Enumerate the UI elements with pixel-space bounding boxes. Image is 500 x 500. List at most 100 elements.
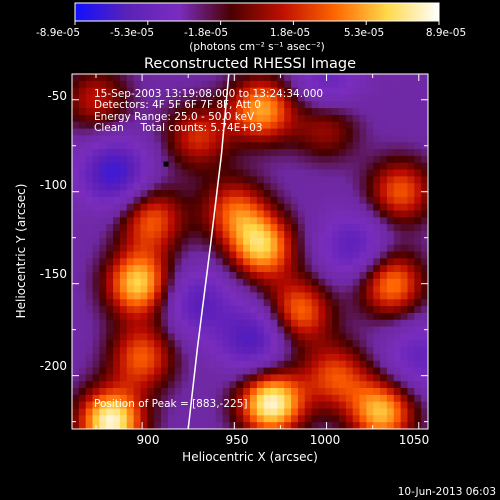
heatmap-cell [106, 224, 114, 232]
heatmap-cell [113, 388, 121, 396]
heatmap-cell [208, 80, 217, 89]
heatmap-cell [414, 183, 422, 191]
heatmap-cell [72, 121, 80, 130]
heatmap-cell [106, 271, 114, 280]
heatmap-cell [366, 121, 374, 130]
heatmap-cell [407, 401, 415, 410]
heatmap-cell [366, 74, 374, 82]
heatmap-cell [359, 312, 367, 321]
heatmap-cell [161, 388, 169, 396]
heatmap-cell [140, 381, 148, 389]
heatmap-cell [174, 265, 183, 273]
heatmap-cell [188, 142, 196, 150]
heatmap-cell [297, 128, 306, 137]
heatmap-cell [380, 196, 388, 205]
heatmap-cell [181, 74, 189, 82]
heatmap-cell [318, 340, 326, 348]
heatmap-cell [386, 196, 395, 205]
heatmap-cell [345, 149, 354, 157]
heatmap-cell [400, 128, 409, 137]
heatmap-cell [421, 319, 428, 328]
heatmap-cell [311, 271, 320, 280]
heatmap-cell [339, 360, 347, 369]
heatmap-cell [174, 333, 183, 341]
heatmap-cell [106, 244, 114, 253]
heatmap-cell [256, 210, 265, 218]
heatmap-cell [215, 142, 224, 150]
heatmap-cell [188, 285, 196, 294]
heatmap-cell [256, 347, 265, 355]
heatmap-cell [243, 306, 251, 314]
heatmap-cell [297, 162, 306, 171]
heatmap-cell [407, 360, 415, 369]
heatmap-cell [339, 237, 347, 246]
heatmap-cell [72, 224, 80, 232]
heatmap-cell [208, 183, 217, 191]
heatmap-cell [167, 312, 176, 321]
heatmap-cell [167, 360, 176, 369]
heatmap-cell [188, 237, 196, 246]
heatmap-cell [174, 353, 183, 362]
heatmap-cell [325, 128, 333, 137]
heatmap-cell [414, 237, 422, 246]
heatmap-cell [236, 203, 244, 212]
heatmap-cell [339, 169, 347, 178]
heatmap-cell [167, 319, 176, 328]
heatmap-cell [167, 224, 176, 232]
heatmap-cell [161, 374, 169, 382]
heatmap-cell [243, 278, 251, 287]
heatmap-cell [154, 183, 162, 191]
heatmap-cell [161, 415, 169, 423]
heatmap-cell [161, 114, 169, 123]
heatmap-cell [92, 237, 100, 246]
heatmap-cell [270, 353, 278, 362]
heatmap-cell [407, 265, 415, 273]
heatmap-cell [386, 101, 395, 109]
heatmap-cell [195, 292, 203, 300]
heatmap-cell [414, 360, 422, 369]
heatmap-cell [174, 408, 183, 416]
heatmap-cell [414, 162, 422, 171]
heatmap-cell [277, 135, 285, 143]
heatmap-cell [263, 353, 272, 362]
heatmap-cell [140, 190, 148, 198]
heatmap-cell [400, 87, 409, 96]
heatmap-cell [366, 162, 374, 171]
heatmap-cell [270, 190, 278, 198]
heatmap-cell [297, 203, 306, 212]
heatmap-cell [297, 299, 306, 307]
heatmap-cell [284, 271, 292, 280]
heatmap-cell [345, 224, 354, 232]
heatmap-cell [113, 415, 121, 423]
heatmap-cell [174, 176, 183, 184]
heatmap-cell [297, 401, 306, 410]
heatmap-cell [106, 142, 114, 150]
heatmap-cell [78, 319, 87, 328]
heatmap-cell [188, 340, 196, 348]
heatmap-cell [304, 196, 313, 205]
heatmap-cell [181, 128, 189, 137]
heatmap-cell [291, 292, 299, 300]
heatmap-cell [297, 231, 306, 239]
heatmap-cell [154, 149, 162, 157]
heatmap-cell [414, 224, 422, 232]
heatmap-cell [297, 394, 306, 403]
heatmap-cell [229, 285, 237, 294]
heatmap-cell [359, 333, 367, 341]
heatmap-cell [236, 224, 244, 232]
heatmap-cell [147, 74, 155, 82]
heatmap-cell [215, 278, 224, 287]
heatmap-cell [92, 271, 100, 280]
heatmap-cell [407, 108, 415, 116]
heatmap-cell [284, 224, 292, 232]
heatmap-cell [222, 203, 231, 212]
heatmap-cell [393, 265, 402, 273]
heatmap-cell [113, 244, 121, 253]
heatmap-cell [359, 388, 367, 396]
heatmap-cell [174, 155, 183, 164]
heatmap-cell [345, 422, 354, 429]
heatmap-cell [400, 353, 409, 362]
heatmap-cell [215, 210, 224, 218]
heatmap-cell [119, 203, 128, 212]
heatmap-cell [393, 162, 402, 171]
